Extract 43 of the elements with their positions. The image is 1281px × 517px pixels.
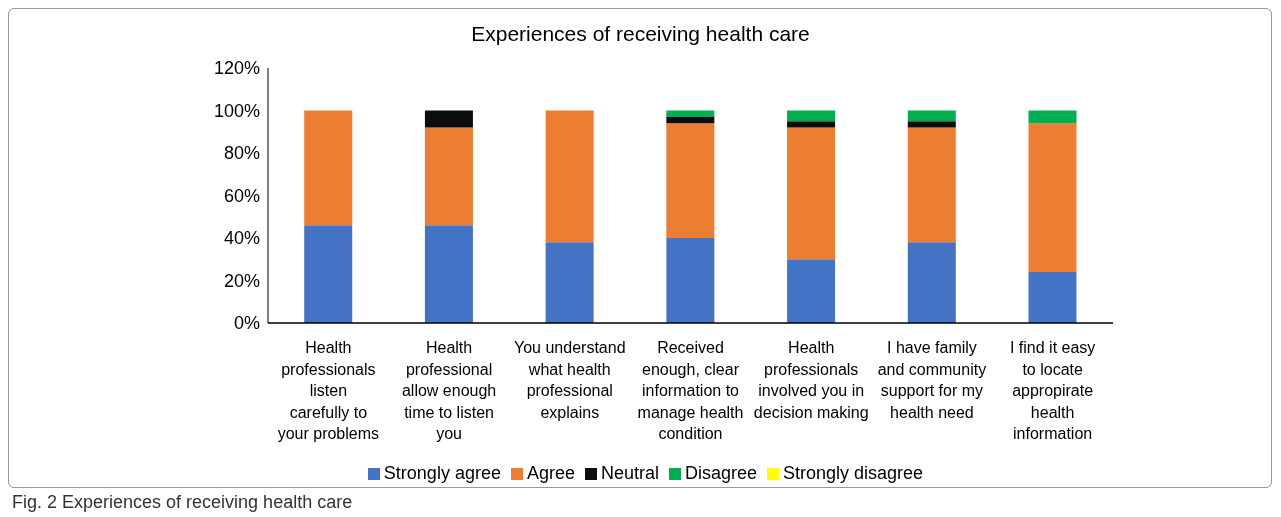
bar	[666, 116, 715, 124]
bar	[1028, 110, 1077, 124]
legend-label: Neutral	[600, 463, 659, 483]
bar	[907, 127, 956, 243]
bar	[666, 238, 715, 323]
legend-label: Strongly agree	[383, 463, 501, 483]
y-tick-label: 80%	[223, 143, 260, 164]
bar	[787, 121, 836, 128]
x-tick-label: You understand what health professional explains	[514, 339, 626, 421]
bar	[787, 259, 836, 323]
bar	[545, 110, 594, 243]
legend-label: Agree	[526, 463, 575, 483]
x-tick-label: Health professional allow enough time to listen you	[401, 339, 497, 442]
bar	[424, 110, 473, 128]
bar	[1028, 272, 1077, 323]
legend-label: Strongly disagree	[783, 463, 924, 483]
x-tick-label: Health professionals listen carefully to your problems	[277, 339, 380, 442]
bar	[907, 110, 956, 122]
legend-label: Disagree	[685, 463, 758, 483]
x-tick-label: Received enough, clear information to manage health condition	[637, 339, 744, 442]
bar	[424, 225, 473, 323]
bar	[1028, 123, 1077, 272]
bar	[907, 242, 956, 323]
bar	[787, 110, 836, 122]
x-tick-label: I have family and community support for my health need	[877, 339, 987, 421]
bar	[304, 110, 353, 226]
bar	[666, 123, 715, 238]
bar	[304, 225, 353, 323]
y-tick-label: 20%	[223, 270, 260, 291]
bar	[666, 110, 715, 117]
y-tick-label: 40%	[223, 228, 260, 249]
x-tick-label: I find it easy to locate appropirate health information	[1009, 339, 1096, 442]
x-tick-label: Health professionals involved you in decision making	[753, 339, 869, 421]
y-tick-label: 0%	[233, 313, 260, 334]
chart-title: Experiences of receiving health care	[470, 22, 811, 46]
y-tick-label: 60%	[223, 185, 260, 206]
bar	[787, 127, 836, 260]
bar	[545, 242, 594, 323]
caption: Fig. 2 Experiences of receiving health care	[12, 492, 353, 513]
bar	[424, 127, 473, 226]
y-tick-label: 120%	[213, 58, 260, 79]
bar	[907, 121, 956, 128]
y-tick-label: 100%	[213, 100, 260, 121]
